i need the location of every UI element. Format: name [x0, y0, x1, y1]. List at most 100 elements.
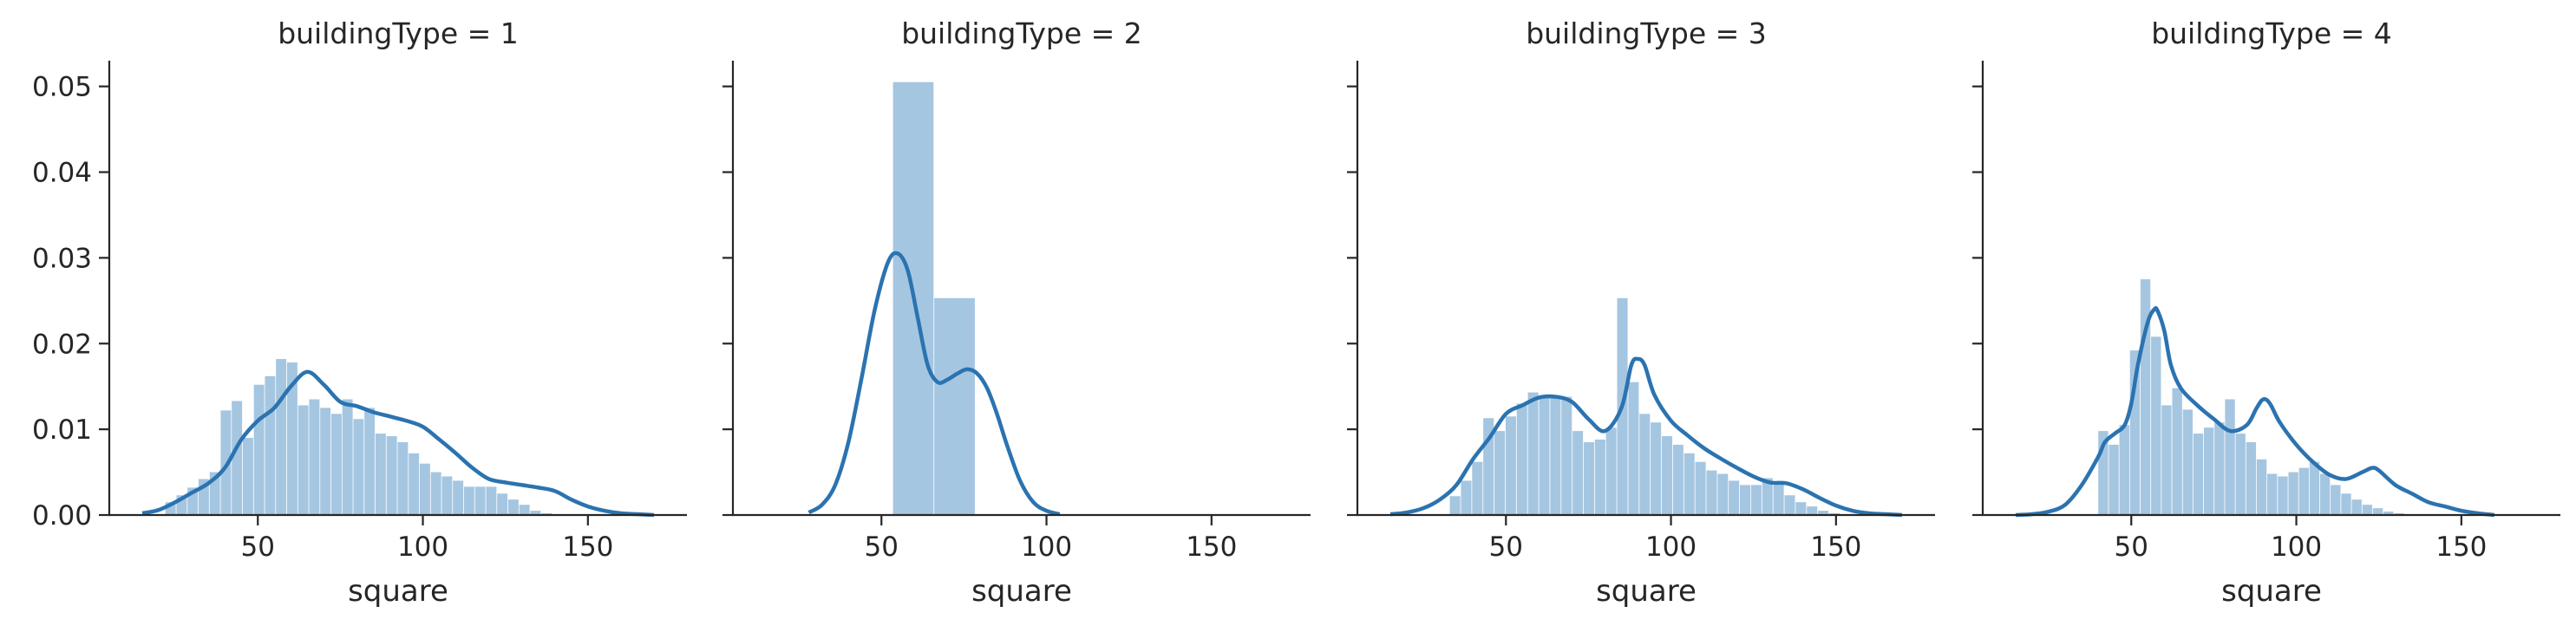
histogram-bar: [2140, 279, 2151, 515]
histogram-bar: [342, 399, 353, 515]
x-axis-label: square: [971, 574, 1072, 609]
histogram-bar: [220, 410, 232, 515]
histogram-bar: [1516, 403, 1527, 515]
histogram-bar: [1795, 502, 1807, 515]
histogram-bar: [364, 408, 376, 515]
y-tick-label: 0.01: [32, 414, 92, 446]
kde-curve: [141, 369, 655, 518]
histogram-bar: [2309, 461, 2320, 515]
histogram-bar: [1527, 392, 1539, 515]
histogram-bar: [265, 375, 276, 515]
histogram-bar: [187, 487, 199, 515]
x-tick-label: 100: [2271, 531, 2322, 563]
histogram-bar: [397, 441, 409, 515]
histogram-bar: [1572, 431, 1584, 515]
histogram-bar: [474, 486, 486, 515]
histogram-bar: [507, 499, 519, 515]
histogram-bar: [486, 486, 497, 515]
x-tick-label: 50: [2115, 531, 2148, 563]
histogram-bar: [209, 472, 220, 515]
histogram-bar: [2129, 350, 2141, 515]
histogram-bar: [286, 362, 297, 515]
x-tick-label: 50: [241, 531, 275, 563]
histogram-bar: [1505, 416, 1516, 515]
histogram-bar: [1750, 485, 1762, 515]
histogram-bar: [1729, 480, 1740, 515]
kde-curve: [2015, 306, 2495, 518]
histogram-bar: [2098, 431, 2109, 515]
histogram-bar: [1639, 414, 1651, 515]
x-tick-label: 150: [2435, 531, 2487, 563]
histogram-bar: [2256, 459, 2267, 515]
histogram-bar: [176, 495, 187, 515]
histogram-bar: [1672, 444, 1684, 515]
histogram-bar: [1740, 485, 1751, 515]
facet-panel-4: 50 100 150 square buildingType = 4: [1972, 16, 2560, 609]
histogram-bar: [441, 476, 453, 515]
histogram-bar: [276, 359, 287, 515]
histogram-bar: [1695, 461, 1706, 515]
histogram-bar: [1818, 511, 1829, 515]
y-tick-label: 0.05: [32, 72, 92, 103]
histogram-bar: [242, 438, 253, 515]
histogram-bar: [2341, 493, 2351, 515]
histogram-bar: [198, 479, 209, 515]
y-tick-label: 0.00: [32, 500, 92, 531]
histogram-bar: [1461, 480, 1472, 515]
histogram-bar: [2193, 434, 2204, 515]
facet-panel-2: 50 100 150 square buildingType = 2: [722, 16, 1311, 609]
histogram-bar: [2182, 409, 2194, 515]
facet-title: buildingType = 2: [901, 16, 1142, 50]
x-tick-label: 100: [1645, 531, 1697, 563]
x-axis-label: square: [348, 574, 448, 609]
histogram-bar: [353, 419, 364, 515]
histogram-bar: [2351, 499, 2362, 515]
facet-title: buildingType = 3: [1526, 16, 1767, 50]
y-tick-label: 0.04: [32, 158, 92, 189]
histogram-bar: [419, 463, 430, 515]
histogram-bar: [1605, 427, 1617, 515]
x-tick-label: 150: [1810, 531, 1861, 563]
histogram-bar: [2172, 388, 2182, 515]
histogram-bar: [2383, 512, 2394, 515]
histogram-bar: [253, 384, 265, 515]
x-tick-label: 100: [397, 531, 448, 563]
histogram-bar: [463, 486, 474, 515]
histogram-bars: [165, 359, 552, 515]
histogram-bar: [2203, 427, 2214, 515]
histogram-bar: [497, 493, 508, 515]
histogram-bar: [934, 297, 975, 515]
x-tick-label: 50: [1489, 531, 1523, 563]
histogram-bar: [320, 408, 331, 515]
histogram-bar: [430, 472, 441, 515]
x-axis-label: square: [2221, 574, 2322, 609]
histogram-bar: [2319, 473, 2331, 515]
histogram-bar: [2214, 422, 2225, 515]
histogram-bar: [2362, 505, 2373, 515]
histogram-bar: [2151, 336, 2161, 515]
kde-curve: [1389, 356, 1903, 518]
histogram-bar: [1494, 431, 1506, 515]
x-tick-label: 150: [562, 531, 613, 563]
histogram-bar: [2246, 441, 2257, 515]
histogram-bar: [375, 434, 386, 515]
x-tick-label: 100: [1021, 531, 1072, 563]
x-axis-label: square: [1596, 574, 1697, 609]
histogram-bar: [1717, 473, 1729, 515]
histogram-bar: [1539, 395, 1550, 515]
facet-title: buildingType = 4: [2151, 16, 2392, 50]
histogram-bar: [1762, 478, 1773, 515]
x-tick-label: 50: [865, 531, 899, 563]
histogram-bar: [2119, 425, 2129, 515]
histogram-bar: [1773, 482, 1784, 515]
histogram-bar: [386, 436, 397, 515]
histogram-bar: [409, 453, 420, 515]
x-tick-label: 150: [1186, 531, 1237, 563]
histogram-bar: [2288, 472, 2298, 515]
y-tick-label: 0.02: [32, 329, 92, 360]
histogram-bar: [2278, 476, 2288, 515]
histogram-bar: [2298, 467, 2309, 515]
histogram-bar: [2161, 405, 2172, 515]
histogram-bar: [453, 480, 464, 515]
